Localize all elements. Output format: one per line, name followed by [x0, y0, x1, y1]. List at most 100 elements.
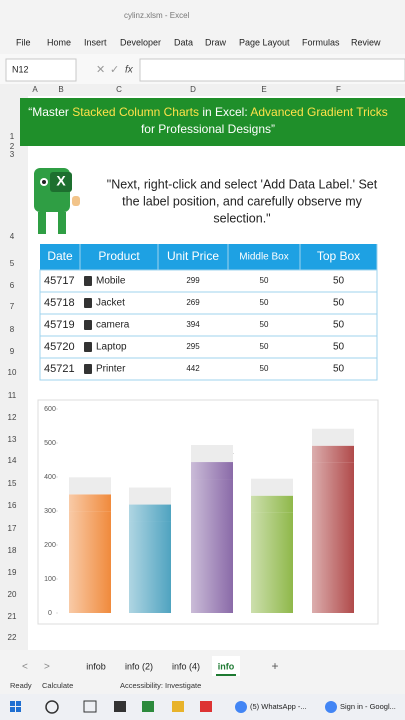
bar-segment[interactable]	[69, 511, 111, 613]
table-cell: 50	[260, 364, 269, 373]
ribbon-tab[interactable]: Data	[174, 37, 193, 47]
row-header: 5	[10, 259, 15, 268]
fx-label: fx	[125, 65, 134, 76]
table-cell: 295	[186, 342, 200, 351]
cancel-icon[interactable]: ✕	[96, 64, 105, 76]
bar-segment[interactable]	[129, 521, 171, 613]
sheet-nav[interactable]: <	[22, 662, 28, 673]
row-header: 1	[10, 132, 15, 141]
row-header: 16	[8, 501, 17, 510]
column-header: B	[58, 85, 63, 94]
sheet-tab[interactable]: info	[218, 661, 235, 671]
row-header: 14	[8, 456, 17, 465]
table-cell: 50	[333, 364, 345, 375]
product-icon	[84, 342, 92, 352]
taskbar-item[interactable]: (5) WhatsApp -...	[250, 702, 307, 711]
ribbon-tab[interactable]: File	[16, 37, 31, 47]
table-cell: Jacket	[96, 298, 125, 309]
bar-segment[interactable]	[312, 445, 354, 463]
ribbon-tab[interactable]: Home	[47, 37, 71, 47]
status-item: Accessibility: Investigate	[120, 681, 201, 690]
name-box[interactable]	[5, 58, 77, 82]
table-cell: 45720	[44, 341, 75, 353]
bar-segment[interactable]	[191, 462, 233, 480]
table-cell: 45717	[44, 275, 75, 287]
sheet-tab[interactable]: infob	[86, 661, 106, 671]
ribbon-tab[interactable]: Draw	[205, 37, 227, 47]
row-header: 8	[10, 325, 15, 334]
bar-segment[interactable]	[312, 428, 354, 446]
row-header: 19	[8, 568, 17, 577]
banner-text: for Professional Designs”	[141, 122, 275, 136]
instruction-line: the label position, and carefully observ…	[122, 194, 362, 208]
ribbon-tab[interactable]: Page Layout	[239, 37, 290, 47]
sheet-tab-bar	[0, 650, 405, 678]
title-bar	[0, 0, 405, 32]
product-icon	[84, 276, 92, 286]
row-header: 6	[10, 281, 15, 290]
row-header: 22	[8, 633, 17, 642]
table-header: Unit Price	[167, 249, 219, 263]
bar-segment[interactable]	[191, 479, 233, 613]
row-header: 7	[10, 302, 15, 311]
enter-icon[interactable]: ✓	[110, 64, 119, 76]
ribbon-tab[interactable]: Review	[351, 37, 381, 47]
row-header: 2	[10, 142, 15, 151]
column-header: D	[190, 85, 196, 94]
name-box-value: N12	[12, 64, 29, 74]
active-tab	[212, 656, 240, 676]
table-header: Product	[98, 249, 140, 263]
table-cell: 45718	[44, 297, 75, 309]
banner-text: “Master	[28, 105, 72, 119]
row-header-bar	[0, 96, 28, 650]
table-cell: 299	[186, 276, 200, 285]
ribbon	[0, 32, 405, 54]
file-name: cylinz.xlsm - Excel	[124, 11, 190, 20]
bar-segment[interactable]	[251, 512, 293, 613]
bar-segment[interactable]	[191, 445, 233, 463]
row-header: 13	[8, 435, 17, 444]
banner-text: in Excel:	[199, 105, 250, 119]
bar-segment[interactable]	[129, 504, 171, 522]
bar-segment[interactable]	[312, 462, 354, 613]
table-cell: 394	[186, 320, 200, 329]
bar-segment[interactable]	[69, 494, 111, 512]
row-header: 18	[8, 546, 17, 555]
product-icon	[84, 298, 92, 308]
banner-text: Advanced Gradient Tricks	[250, 105, 387, 119]
table-cell: 442	[186, 364, 200, 373]
sheet-tab[interactable]: info (4)	[172, 661, 200, 671]
formula-input[interactable]	[139, 58, 405, 82]
ribbon-tab[interactable]: Insert	[84, 37, 107, 47]
column-header: F	[336, 85, 341, 94]
status-item: Ready	[10, 681, 32, 690]
bar-segment[interactable]	[69, 477, 111, 495]
product-icon	[84, 320, 92, 330]
sheet-tab[interactable]: info (2)	[125, 661, 153, 671]
table-cell: Mobile	[96, 276, 126, 287]
row-header: 4	[10, 232, 15, 241]
banner-line: for Professional Designs”	[141, 122, 275, 136]
bar-segment[interactable]	[251, 478, 293, 496]
add-sheet[interactable]: +	[271, 659, 278, 673]
ribbon-tab[interactable]: Formulas	[302, 37, 340, 47]
instruction-line: selection."	[213, 211, 270, 225]
taskbar-item[interactable]: Sign in - Googl...	[340, 702, 396, 711]
table-cell: Printer	[96, 364, 126, 375]
row-header: 11	[8, 391, 17, 400]
table-header: Date	[47, 249, 73, 263]
y-tick-label: 200	[44, 542, 56, 549]
table-cell: 50	[333, 342, 345, 353]
banner	[20, 98, 405, 146]
row-header: 15	[8, 479, 17, 488]
row-header: 20	[8, 590, 17, 599]
bar-segment[interactable]	[129, 487, 171, 505]
bar-segment[interactable]	[251, 495, 293, 513]
column-header-bar	[0, 84, 405, 96]
y-tick-label: 0	[48, 610, 52, 617]
sheet-nav[interactable]: >	[44, 662, 50, 673]
ribbon-tab[interactable]: Developer	[120, 37, 161, 47]
product-icon	[84, 364, 92, 374]
y-tick-label: 500	[44, 440, 56, 447]
